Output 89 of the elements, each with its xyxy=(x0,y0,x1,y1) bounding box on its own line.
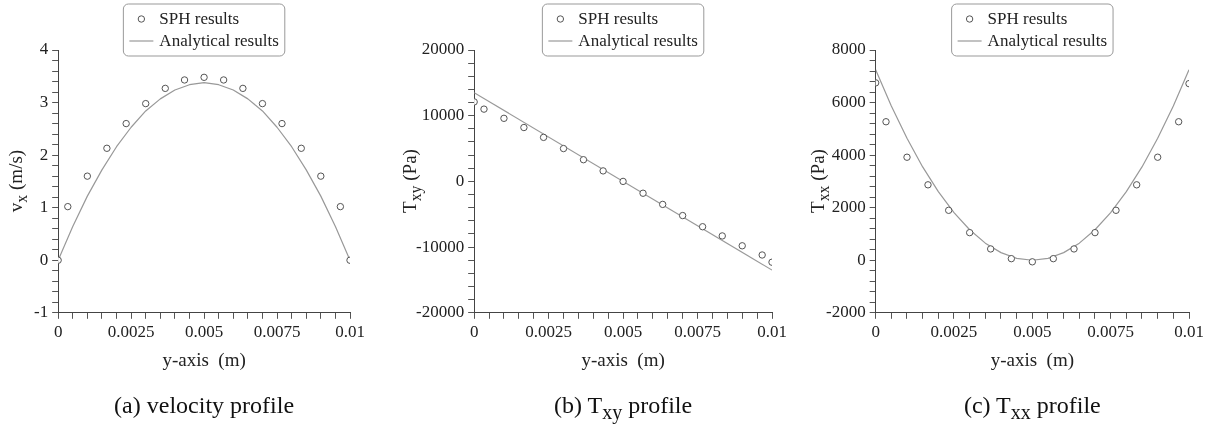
y-tick-label: 4000 xyxy=(831,144,866,164)
point xyxy=(336,202,345,211)
point xyxy=(559,144,568,153)
point xyxy=(579,156,588,164)
y-tick-label: 0 xyxy=(857,249,866,269)
legend-label: Analytical results xyxy=(159,31,279,51)
y-tick-label: 8000 xyxy=(831,39,866,59)
point xyxy=(1028,258,1037,266)
text: (c) T$_{xx}$ profile xyxy=(963,392,1101,424)
y-tick-label: -10000 xyxy=(415,236,465,256)
y-tick-label: 4 xyxy=(39,39,49,59)
y-tick-label: -20000 xyxy=(415,302,465,322)
y-tick-label: 6000 xyxy=(831,92,866,112)
legend-label: SPH results xyxy=(159,9,240,29)
legend-label: Analytical results xyxy=(578,31,698,51)
x-axis-title: y-axis (m) xyxy=(162,348,246,371)
point xyxy=(718,232,726,240)
y-tick-label: 2 xyxy=(39,144,49,164)
point xyxy=(258,99,267,108)
point xyxy=(698,223,707,231)
x-tick-label: 0.01 xyxy=(1174,322,1204,342)
x-tick-label: 0 xyxy=(469,322,479,342)
point xyxy=(965,228,974,237)
x-tick-label: 0.0025 xyxy=(525,322,572,342)
point xyxy=(1153,153,1162,161)
point xyxy=(103,144,111,152)
point xyxy=(1049,254,1058,263)
point xyxy=(1007,254,1016,263)
x-tick-label: 0.01 xyxy=(335,322,365,342)
point xyxy=(142,99,150,108)
point xyxy=(944,206,953,215)
y-tick-label: 0 xyxy=(39,249,49,269)
point xyxy=(520,123,528,132)
point xyxy=(500,114,508,123)
x-axis-title: y-axis (m) xyxy=(990,348,1075,371)
y-tick-label: 1 xyxy=(39,197,49,217)
point xyxy=(297,144,305,152)
x-tick-label: 0.005 xyxy=(184,322,224,342)
point xyxy=(924,181,932,189)
point xyxy=(239,84,247,93)
point xyxy=(122,119,130,128)
x-axis-title: y-axis (m) xyxy=(581,348,665,371)
point xyxy=(903,153,911,161)
point xyxy=(219,76,228,84)
point xyxy=(161,84,169,93)
point xyxy=(986,245,995,253)
point xyxy=(539,133,548,142)
point xyxy=(1112,206,1120,215)
point xyxy=(882,118,890,126)
point xyxy=(758,251,766,259)
point xyxy=(658,200,667,209)
point xyxy=(738,242,746,250)
point xyxy=(83,172,92,180)
x-tick-label: 0.0025 xyxy=(107,322,155,342)
x-tick-label: 0.0075 xyxy=(674,322,721,342)
x-tick-label: 0 xyxy=(53,322,63,342)
point xyxy=(278,119,286,128)
y-tick-label: 20000 xyxy=(421,39,465,59)
x-tick-label: 0.0025 xyxy=(930,322,978,342)
y-tick-label: 0 xyxy=(455,170,465,190)
point xyxy=(1174,118,1183,126)
point xyxy=(1070,245,1078,253)
x-tick-label: 0.01 xyxy=(757,322,787,342)
x-tick-label: 0.005 xyxy=(1013,322,1052,342)
legend-label: SPH results xyxy=(578,9,659,29)
point xyxy=(619,177,627,186)
point xyxy=(64,202,72,211)
x-tick-label: 0.005 xyxy=(603,322,643,342)
point xyxy=(317,172,325,180)
point xyxy=(599,167,607,175)
text: (a) velocity profile xyxy=(114,392,295,419)
y-tick-label: 3 xyxy=(39,92,49,112)
point xyxy=(1132,181,1141,189)
legend-label: SPH results xyxy=(987,9,1068,29)
y-tick-label: -2000 xyxy=(825,302,866,322)
point xyxy=(200,73,208,82)
point xyxy=(678,211,687,220)
y-tick-label: 2000 xyxy=(831,197,866,217)
point xyxy=(480,105,488,113)
text: (b) T$_{xy}$ profile xyxy=(553,392,693,424)
x-tick-label: 0 xyxy=(871,322,880,342)
point xyxy=(180,76,189,84)
point xyxy=(639,189,647,197)
y-tick-label: -1 xyxy=(33,302,49,322)
x-tick-label: 0.0075 xyxy=(1087,322,1135,342)
x-tick-label: 0.0075 xyxy=(253,322,301,342)
y-tick-label: 10000 xyxy=(421,105,465,125)
legend-label: Analytical results xyxy=(987,31,1108,51)
point xyxy=(1091,228,1099,237)
